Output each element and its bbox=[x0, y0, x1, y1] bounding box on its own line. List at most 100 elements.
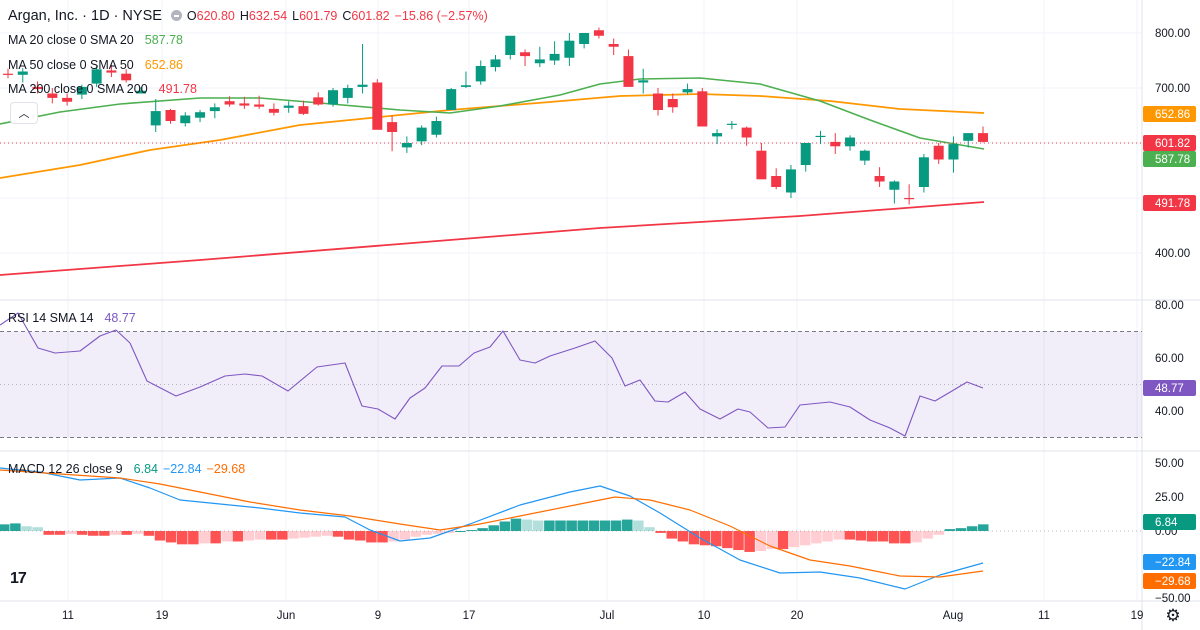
last-price-tag-text: 601.82 bbox=[1155, 138, 1190, 150]
candle bbox=[91, 66, 102, 87]
candle-body bbox=[62, 97, 73, 102]
candle bbox=[741, 126, 752, 146]
candle bbox=[357, 44, 368, 94]
candle bbox=[874, 167, 885, 187]
time-tick-label: 11 bbox=[62, 610, 74, 622]
macd-hist-bar bbox=[588, 520, 600, 531]
macd-hist-bar bbox=[866, 531, 878, 542]
time-tick-label: Jul bbox=[600, 610, 615, 622]
macd-hist-bar bbox=[366, 531, 377, 543]
collapse-legend-button[interactable]: ︿ bbox=[10, 102, 38, 124]
macd-hist-bar bbox=[955, 528, 967, 531]
macd-hist-bar bbox=[143, 531, 155, 536]
candle-body bbox=[32, 86, 43, 90]
candle bbox=[283, 101, 294, 113]
candle bbox=[505, 35, 516, 60]
tradingview-logo-icon[interactable]: 17 bbox=[10, 570, 27, 587]
candle bbox=[342, 84, 353, 104]
macd-hist-bar bbox=[788, 531, 800, 548]
price-tick-label: 400.00 bbox=[1155, 248, 1190, 260]
gear-icon[interactable]: ⚙ bbox=[1165, 606, 1181, 625]
candle-body bbox=[135, 90, 146, 94]
macd-tick-label: 50.00 bbox=[1155, 458, 1184, 470]
ma200-value: 491.78 bbox=[158, 82, 197, 96]
ma50-price-tag-text: 652.86 bbox=[1155, 109, 1190, 121]
candle-body bbox=[904, 198, 915, 200]
macd-hist-bar bbox=[444, 531, 455, 533]
candle-body bbox=[785, 169, 796, 193]
macd-hist-bar bbox=[88, 531, 99, 536]
macd-hist-bar bbox=[711, 531, 722, 547]
candle bbox=[121, 69, 132, 83]
symbol-title[interactable]: Argan, Inc. · 1D · NYSE bbox=[8, 8, 162, 24]
legend-ma200[interactable]: MA 200 close 0 SMA 200 491.78 bbox=[8, 82, 202, 96]
candle bbox=[564, 33, 575, 66]
candle bbox=[475, 60, 486, 85]
macd-hist-bar bbox=[800, 531, 811, 546]
macd-hist-bar bbox=[299, 531, 310, 538]
macd-signal-value: −22.84 bbox=[162, 462, 202, 476]
candle bbox=[918, 154, 929, 193]
candle-body bbox=[460, 85, 471, 87]
candle bbox=[401, 136, 412, 153]
macd-hist-bar bbox=[822, 531, 833, 542]
macd-hist-bar bbox=[644, 527, 655, 531]
ma20-price-tag-text: 587.78 bbox=[1155, 154, 1190, 166]
macd-hist-bar bbox=[622, 519, 633, 531]
candle-body bbox=[712, 133, 723, 137]
ma200-price-tag-bg bbox=[1143, 195, 1196, 211]
candle-body bbox=[593, 30, 604, 36]
candle bbox=[490, 55, 501, 72]
legend-ma20[interactable]: MA 20 close 0 SMA 20 587.78 bbox=[8, 33, 188, 47]
legend-macd[interactable]: MACD 12 26 close 9 6.84 −22.84 −29.68 bbox=[8, 462, 250, 476]
macd-hist-tag-bg bbox=[1143, 573, 1196, 589]
macd-signal-line bbox=[0, 469, 984, 578]
high-value: 632.54 bbox=[248, 9, 288, 23]
candle-body bbox=[431, 121, 442, 135]
legend-rsi[interactable]: RSI 14 SMA 14 48.77 bbox=[8, 311, 141, 325]
candle bbox=[416, 125, 427, 146]
macd-hist-bar bbox=[966, 526, 978, 531]
macd-hist-bar bbox=[933, 531, 944, 535]
rsi-band bbox=[0, 331, 1142, 438]
macd-hist-bar bbox=[777, 531, 789, 550]
ma20-price-tag-bg bbox=[1143, 151, 1196, 167]
candle bbox=[135, 86, 146, 94]
macd-hist-bar bbox=[722, 531, 733, 549]
macd-hist-bar bbox=[844, 531, 855, 540]
rsi-value-tag-text: 48.77 bbox=[1155, 383, 1184, 395]
macd-hist-bar bbox=[421, 531, 433, 535]
macd-hist-bar bbox=[766, 531, 778, 550]
macd-histogram bbox=[0, 518, 989, 552]
candle bbox=[771, 168, 782, 190]
candle bbox=[180, 112, 191, 127]
candle-body bbox=[978, 133, 988, 142]
candle bbox=[785, 165, 796, 198]
price-tick-label: 800.00 bbox=[1155, 28, 1190, 40]
macd-hist-bar bbox=[332, 531, 344, 537]
candle-body bbox=[874, 176, 885, 182]
last-price-tag-bg bbox=[1143, 135, 1196, 151]
macd-hist-tag: −29.68 bbox=[1143, 573, 1196, 589]
candle-body bbox=[490, 59, 501, 68]
candle bbox=[859, 149, 870, 165]
candle bbox=[948, 136, 959, 173]
macd-hist-bar bbox=[65, 531, 77, 534]
candle bbox=[978, 126, 988, 143]
macd-hist-bar bbox=[877, 531, 889, 542]
macd-hist-bar bbox=[922, 531, 933, 539]
macd-value-tag: 6.84 bbox=[1143, 514, 1196, 530]
macd-hist-bar bbox=[733, 531, 744, 551]
macd-hist-bar bbox=[944, 529, 956, 531]
legend-ma50[interactable]: MA 50 close 0 SMA 50 652.86 bbox=[8, 58, 188, 72]
candle bbox=[268, 103, 279, 116]
candle-body bbox=[948, 144, 959, 160]
candle bbox=[165, 108, 176, 124]
candle-body bbox=[357, 84, 368, 87]
open-label: O bbox=[186, 9, 197, 23]
candle-body bbox=[859, 150, 870, 161]
candle-body bbox=[608, 44, 619, 47]
candle bbox=[224, 96, 235, 107]
macd-hist-bar bbox=[410, 531, 422, 537]
macd-hist-bar bbox=[154, 531, 166, 541]
